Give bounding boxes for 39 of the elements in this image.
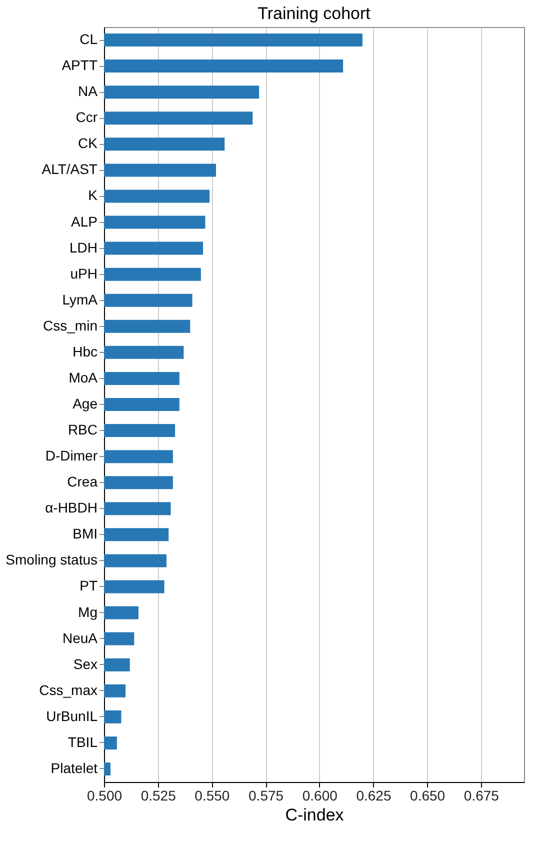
x-tick-label: 0.625 bbox=[356, 788, 392, 804]
y-tick-label: APTT bbox=[62, 57, 98, 74]
x-tick-label: 0.525 bbox=[140, 788, 176, 804]
y-tick-label: Crea bbox=[67, 474, 98, 490]
x-tick-label: 0.650 bbox=[410, 788, 446, 804]
y-tick-label: Mg bbox=[78, 604, 98, 620]
y-tick-label: Smoling status bbox=[6, 552, 98, 568]
y-tick-label: UrBunIL bbox=[46, 708, 98, 724]
x-tick-label: 0.600 bbox=[302, 788, 338, 804]
y-tick-label: TBIL bbox=[68, 734, 98, 750]
y-tick-label: Css_max bbox=[39, 682, 98, 698]
x-tick-label: 0.575 bbox=[248, 788, 284, 804]
y-tick-label: Sex bbox=[73, 656, 98, 672]
chart-title: Training cohort bbox=[258, 4, 371, 23]
x-tick-label: 0.500 bbox=[86, 788, 122, 804]
y-tick-label: Css_min bbox=[43, 317, 98, 334]
y-tick-label: LymA bbox=[62, 291, 98, 308]
y-tick-label: Age bbox=[72, 396, 98, 412]
y-tick-label: RBC bbox=[68, 422, 98, 438]
x-tick-label: 0.550 bbox=[194, 788, 230, 804]
y-tick-label: ALP bbox=[71, 213, 98, 230]
y-tick-label: LDH bbox=[69, 239, 98, 256]
y-tick-label: K bbox=[88, 187, 98, 204]
x-tick-label: 0.675 bbox=[464, 788, 500, 804]
y-tick-label: NeuA bbox=[62, 630, 98, 646]
y-tick-label: Platelet bbox=[50, 760, 98, 776]
y-tick-label: CL bbox=[80, 31, 98, 48]
y-tick-label: uPH bbox=[70, 265, 98, 282]
y-tick-label: MoA bbox=[68, 369, 98, 386]
y-tick-label: α-HBDH bbox=[45, 500, 98, 516]
y-tick-label: NA bbox=[78, 83, 98, 100]
x-axis-title: C-index bbox=[285, 806, 344, 824]
y-tick-label: Hbc bbox=[72, 343, 98, 360]
y-tick-label: CK bbox=[78, 135, 98, 152]
y-tick-label: D-Dimer bbox=[45, 448, 98, 464]
y-tick-label: BMI bbox=[72, 526, 98, 542]
y-tick-label: ALT/AST bbox=[42, 161, 98, 178]
y-tick-label: PT bbox=[80, 578, 98, 594]
y-tick-label: Ccr bbox=[76, 109, 98, 126]
